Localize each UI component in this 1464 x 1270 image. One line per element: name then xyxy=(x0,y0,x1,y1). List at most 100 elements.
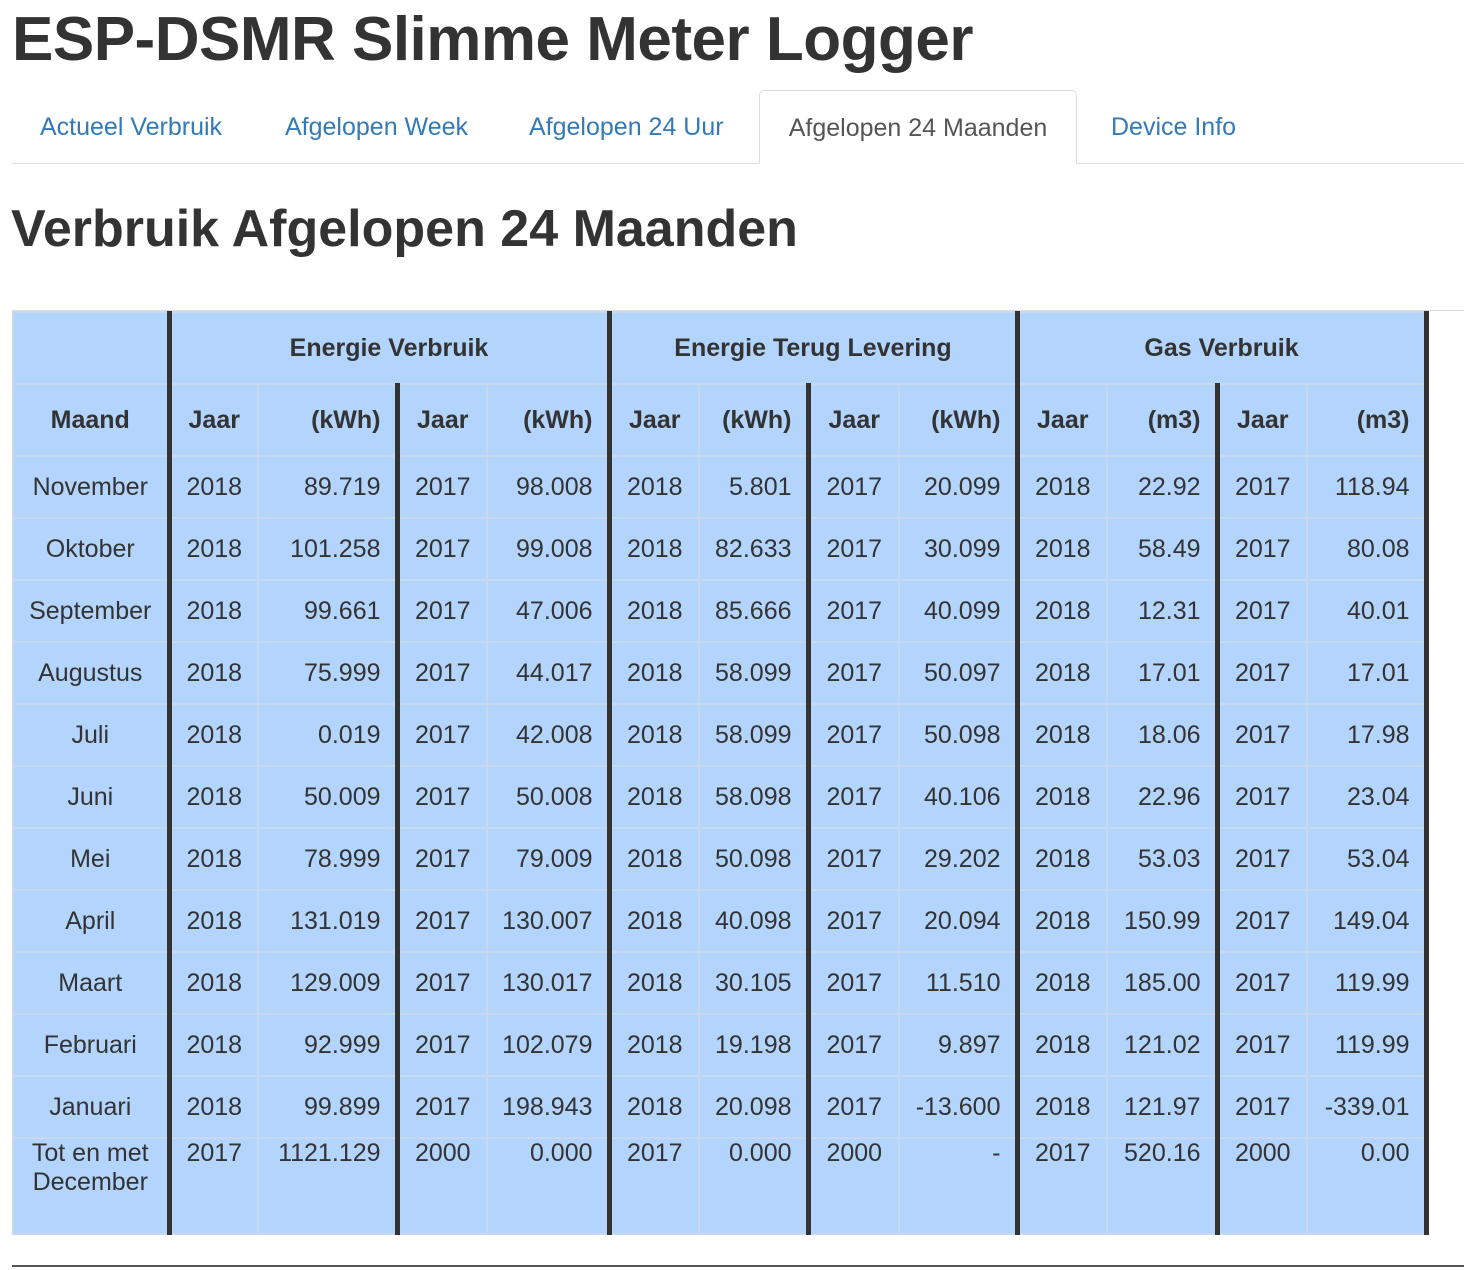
monthly-usage-table: Energie Verbruik Energie Terug Levering … xyxy=(12,311,1429,1235)
column-header-row: Maand Jaar (kWh) Jaar (kWh) Jaar (kWh) J… xyxy=(12,383,1429,457)
value-cell: 5.801 xyxy=(698,455,809,519)
value-cell: 47.006 xyxy=(486,579,610,643)
value-cell: - xyxy=(898,1137,1018,1235)
value-cell: 520.16 xyxy=(1106,1137,1218,1235)
table-row: Juli 2018 0.019 2017 42.008 2018 58.099 2017 50.… xyxy=(12,703,1429,767)
value-cell: 50.008 xyxy=(486,765,610,829)
value-cell: 0.019 xyxy=(257,703,398,767)
year-cell: 2018 xyxy=(166,765,259,829)
value-cell: 0.000 xyxy=(698,1137,809,1235)
tab-actueel-verbruik[interactable]: Actueel Verbruik xyxy=(40,113,223,141)
year-cell: 2018 xyxy=(1014,641,1108,705)
year-cell: 2017 xyxy=(805,951,900,1015)
year-cell: 2017 xyxy=(166,1137,259,1235)
year-cell: 2018 xyxy=(166,1013,259,1077)
month-cell: Tot en met December xyxy=(12,1137,170,1235)
value-cell: 98.008 xyxy=(486,455,610,519)
value-cell: 20.094 xyxy=(898,889,1018,953)
year-cell: 2018 xyxy=(606,703,700,767)
year-cell: 2018 xyxy=(606,641,700,705)
value-cell: 118.94 xyxy=(1306,455,1429,519)
year-cell: 2018 xyxy=(606,765,700,829)
year-cell: 2018 xyxy=(1014,765,1108,829)
year-cell: 2018 xyxy=(1014,827,1108,891)
year-cell: 2017 xyxy=(805,641,900,705)
year-cell: 2018 xyxy=(1014,579,1108,643)
table-row: Mei 2018 78.999 2017 79.009 2018 50.098 2017 29.… xyxy=(12,827,1429,891)
value-cell: 30.105 xyxy=(698,951,809,1015)
year-cell: 2017 xyxy=(394,889,488,953)
value-cell: 82.633 xyxy=(698,517,809,581)
header-jaar: Jaar xyxy=(1014,383,1108,457)
value-cell: 17.01 xyxy=(1106,641,1218,705)
table-row: Oktober 2018 101.258 2017 99.008 2018 82.633 20… xyxy=(12,517,1429,581)
value-cell: -339.01 xyxy=(1306,1075,1429,1139)
year-cell: 2018 xyxy=(606,455,700,519)
value-cell: 92.999 xyxy=(257,1013,398,1077)
value-cell: 101.258 xyxy=(257,517,398,581)
month-cell: Juni xyxy=(12,765,170,829)
year-cell: 2018 xyxy=(166,579,259,643)
year-cell: 2018 xyxy=(1014,1013,1108,1077)
value-cell: 30.099 xyxy=(898,517,1018,581)
year-cell: 2018 xyxy=(166,889,259,953)
tab-afgelopen-week[interactable]: Afgelopen Week xyxy=(285,113,468,141)
year-cell: 2000 xyxy=(394,1137,488,1235)
value-cell: 20.098 xyxy=(698,1075,809,1139)
year-cell: 2017 xyxy=(805,455,900,519)
empty-header-cell xyxy=(12,311,170,385)
value-cell: 58.098 xyxy=(698,765,809,829)
value-cell: 50.009 xyxy=(257,765,398,829)
year-cell: 2017 xyxy=(1214,579,1308,643)
year-cell: 2018 xyxy=(606,889,700,953)
table-row: September 2018 99.661 2017 47.006 2018 85.666 2… xyxy=(12,579,1429,643)
value-cell: 0.00 xyxy=(1306,1137,1429,1235)
value-cell: 121.97 xyxy=(1106,1075,1218,1139)
tab-afgelopen-24-uur[interactable]: Afgelopen 24 Uur xyxy=(529,113,724,141)
table-row: November 2018 89.719 2017 98.008 2018 5.801 201… xyxy=(12,455,1429,519)
year-cell: 2017 xyxy=(1214,827,1308,891)
value-cell: 40.098 xyxy=(698,889,809,953)
value-cell: 149.04 xyxy=(1306,889,1429,953)
year-cell: 2018 xyxy=(1014,951,1108,1015)
value-cell: 198.943 xyxy=(486,1075,610,1139)
tab-device-info[interactable]: Device Info xyxy=(1111,113,1237,141)
value-cell: 42.008 xyxy=(486,703,610,767)
year-cell: 2017 xyxy=(394,517,488,581)
header-m3: (m3) xyxy=(1106,383,1218,457)
value-cell: 58.099 xyxy=(698,641,809,705)
year-cell: 2017 xyxy=(1214,765,1308,829)
header-kwh: (kWh) xyxy=(698,383,809,457)
header-jaar: Jaar xyxy=(805,383,900,457)
value-cell: 50.098 xyxy=(898,703,1018,767)
value-cell: 50.097 xyxy=(898,641,1018,705)
value-cell: 17.01 xyxy=(1306,641,1429,705)
value-cell: 40.099 xyxy=(898,579,1018,643)
header-jaar: Jaar xyxy=(606,383,700,457)
month-cell: Juli xyxy=(12,703,170,767)
year-cell: 2018 xyxy=(606,1013,700,1077)
year-cell: 2017 xyxy=(805,1075,900,1139)
header-kwh: (kWh) xyxy=(486,383,610,457)
value-cell: 99.899 xyxy=(257,1075,398,1139)
month-cell: Maart xyxy=(12,951,170,1015)
value-cell: 19.198 xyxy=(698,1013,809,1077)
value-cell: 121.02 xyxy=(1106,1013,1218,1077)
year-cell: 2018 xyxy=(606,1075,700,1139)
value-cell: 99.008 xyxy=(486,517,610,581)
header-kwh: (kWh) xyxy=(257,383,398,457)
year-cell: 2017 xyxy=(394,579,488,643)
value-cell: 89.719 xyxy=(257,455,398,519)
value-cell: 79.009 xyxy=(486,827,610,891)
year-cell: 2017 xyxy=(1214,517,1308,581)
app-title: ESP-DSMR Slimme Meter Logger xyxy=(12,5,973,74)
value-cell: 131.019 xyxy=(257,889,398,953)
tab-afgelopen-24-maanden[interactable]: Afgelopen 24 Maanden xyxy=(759,90,1077,164)
year-cell: 2018 xyxy=(166,517,259,581)
value-cell: 44.017 xyxy=(486,641,610,705)
value-cell: 1121.129 xyxy=(257,1137,398,1235)
table-row: Januari 2018 99.899 2017 198.943 2018 20.098 20… xyxy=(12,1075,1429,1139)
year-cell: 2018 xyxy=(166,827,259,891)
group-header-gas-verbruik: Gas Verbruik xyxy=(1014,311,1429,385)
header-kwh: (kWh) xyxy=(898,383,1018,457)
